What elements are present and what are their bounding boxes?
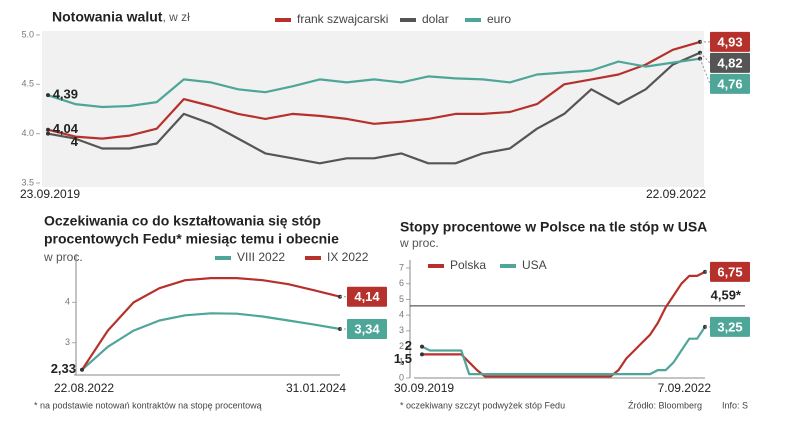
legend-label: VIII 2022 [237, 250, 285, 264]
y-tick-label: 2 [399, 341, 404, 351]
value-label: 6,75 [717, 264, 742, 279]
y-tick-label: 5 [399, 294, 404, 304]
legend-label: IX 2022 [327, 250, 369, 264]
reference-label: 4,59* [711, 287, 742, 302]
start-point [420, 344, 424, 349]
value-box [710, 31, 750, 52]
value-box [347, 286, 387, 307]
x-tick-label: 22.09.2022 [646, 187, 706, 201]
value-label: 3,25 [717, 319, 742, 334]
chart-subtitle: , w zł [162, 10, 190, 24]
series-line [81, 277, 341, 371]
y-tick-label: 4 [399, 310, 404, 320]
value-label: 4,93 [717, 34, 742, 49]
y-tick-label: 5.0 [21, 29, 34, 39]
chart-subtitle: w proc. [43, 250, 83, 264]
plot-background [42, 31, 704, 187]
credit: Info: S [722, 400, 748, 410]
y-tick-label: 4.0 [21, 128, 34, 138]
series-line [421, 326, 706, 376]
chart-title: Notowania walut [52, 9, 163, 25]
start-label: 2,33 [51, 361, 76, 376]
start-point [46, 127, 50, 132]
y-tick-label: 4 [65, 297, 70, 307]
y-tick-label: 4.5 [21, 79, 34, 89]
y-tick-label: 3 [65, 337, 70, 347]
start-point [46, 131, 50, 136]
start-label: 1,5 [394, 351, 412, 366]
value-label: 4,76 [717, 76, 742, 91]
series-line [47, 40, 701, 140]
legend-label: Polska [450, 258, 486, 272]
x-tick-label: 23.09.2019 [20, 187, 80, 201]
x-tick-label: 31.01.2024 [286, 381, 346, 395]
series-line [47, 51, 701, 165]
source: Źródło: Bloomberg [628, 400, 702, 410]
legend-label: dolar [422, 12, 449, 26]
chart-title: Oczekiwania co do kształtowania się stóp [44, 213, 321, 229]
footnote: * na podstawie notowań kontraktów na sto… [34, 400, 262, 410]
value-label: 3,34 [354, 321, 380, 336]
value-box [710, 52, 750, 73]
start-label: 4 [71, 134, 79, 149]
x-tick-label: 7.09.2022 [658, 381, 712, 395]
value-box [347, 318, 387, 339]
y-tick-label: 3.5 [21, 177, 34, 187]
y-tick-label: 0 [399, 372, 404, 382]
value-box [710, 73, 750, 94]
footnote: * oczekiwany szczyt podwyżek stóp Fedu [400, 400, 565, 410]
start-label: 2 [405, 338, 412, 353]
value-label: 4,14 [354, 289, 380, 304]
y-tick-label: 6 [399, 278, 404, 288]
chart-title: procentowych Fedu* miesiąc temu i obecni… [44, 231, 339, 247]
label-leader [699, 58, 711, 85]
start-label: 4,39 [53, 87, 78, 102]
series-line [47, 57, 701, 109]
chart-subtitle: w proc. [399, 236, 439, 250]
y-tick-label: 1 [399, 357, 404, 367]
series-line [81, 312, 341, 371]
value-box [710, 316, 750, 337]
x-tick-label: 22.08.2022 [54, 381, 114, 395]
start-point [420, 352, 424, 357]
chart-title: Stopy procentowe w Polsce na tle stóp w … [400, 219, 707, 235]
start-point [80, 367, 84, 372]
start-point [46, 93, 50, 98]
legend-label: USA [522, 258, 547, 272]
series-line [422, 270, 706, 378]
x-tick-label: 30.09.2019 [394, 381, 454, 395]
legend-label: euro [487, 12, 511, 26]
y-tick-label: 3 [399, 325, 404, 335]
start-label: 4,04 [53, 121, 79, 136]
value-label: 4,82 [717, 55, 742, 70]
y-tick-label: 7 [399, 262, 404, 272]
value-box [710, 261, 750, 282]
legend-label: frank szwajcarski [297, 12, 388, 26]
